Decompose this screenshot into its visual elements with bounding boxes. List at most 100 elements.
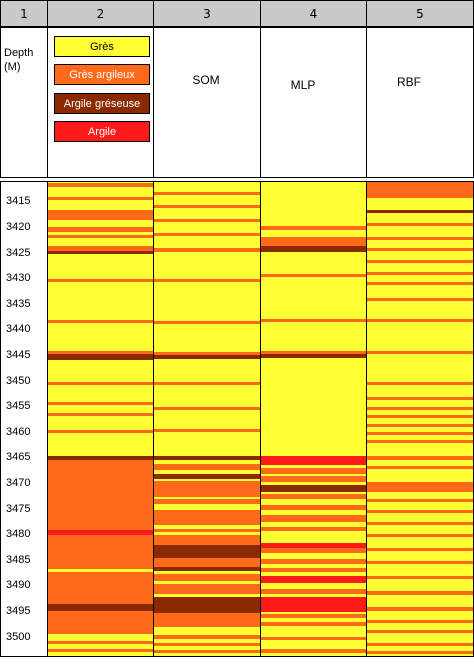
MLP-band-grès-argileux: [261, 649, 366, 653]
RBF-band-grès-argileux: [367, 560, 473, 564]
reference-band-grès-argileux: [48, 535, 153, 569]
depth-tick-label: 3475: [6, 502, 31, 515]
reference-band-argile-gréseuse: [48, 603, 153, 611]
depth-title-line-1: Depth: [4, 47, 34, 59]
depth-tick-label: 3490: [6, 579, 31, 592]
RBF-band-grès-argileux: [367, 271, 473, 275]
RBF-band-grès-argileux: [367, 396, 473, 400]
SOM-band-argile-gréseuse: [154, 596, 260, 613]
legend-swatch-gres-argileux: Grès argileux: [54, 64, 150, 85]
MLP-band-grès-argileux: [261, 622, 366, 627]
depth-tick-label: 3420: [6, 221, 31, 234]
depth-tick-label: 3415: [6, 195, 31, 208]
depth-tick-label: 3445: [6, 349, 31, 362]
rbf-title-cell: [366, 27, 474, 178]
RBF-band-grès-argileux: [367, 247, 473, 251]
SOM-band-grès-argileux: [154, 529, 260, 533]
SOM-band-grès-argileux: [154, 558, 260, 567]
depth-tick-label: 3460: [6, 425, 31, 438]
SOM-band-grès-argileux: [154, 612, 260, 628]
SOM-band-argile-gréseuse: [154, 473, 260, 479]
MLP-band-argile: [261, 456, 366, 465]
MLP-band-grès-argileux: [261, 476, 366, 482]
MLP-band-grès-argileux: [261, 225, 366, 230]
legend-swatch-argile: Argile: [54, 121, 150, 142]
reference-band-grès-argileux: [48, 197, 153, 201]
MLP-band-grès-argileux: [261, 319, 366, 323]
rbf-column: [366, 181, 474, 657]
RBF-band-grès-argileux: [367, 381, 473, 386]
legend-label-gres-argileux: Grès argileux: [69, 68, 135, 81]
reference-band-grès-argileux: [48, 402, 153, 406]
RBF-band-grès-argileux: [367, 522, 473, 526]
reference-band-grès-argileux: [48, 641, 153, 645]
SOM-band-grès-argileux: [154, 642, 260, 646]
RBF-band-grès-argileux: [367, 259, 473, 263]
RBF-band-grès-argileux: [367, 423, 473, 427]
SOM-band-argile-gréseuse: [154, 545, 260, 559]
SOM-band-grès-argileux: [154, 219, 260, 223]
mlp-column: [260, 181, 367, 657]
reference-band-grès-argileux: [48, 234, 153, 238]
RBF-band-argile-gréseuse: [367, 209, 473, 213]
reference-band-argile: [48, 530, 153, 536]
MLP-band-grès-argileux: [261, 567, 366, 572]
depth-tick-label: 3425: [6, 246, 31, 259]
MLP-band-grès-argileux: [261, 514, 366, 522]
MLP-band-grès-argileux: [261, 636, 366, 641]
MLP-band-argile-gréseuse: [261, 485, 366, 493]
depth-title-cell: [0, 27, 48, 178]
SOM-band-grès-argileux: [154, 407, 260, 411]
RBF-band-grès-argileux: [367, 650, 473, 654]
RBF-band-grès-argileux: [367, 509, 473, 513]
header-col-4: 4: [260, 0, 367, 27]
depth-tick-label: 3455: [6, 400, 31, 413]
SOM-band-argile-gréseuse: [154, 456, 260, 461]
reference-band-argile-gréseuse: [48, 250, 153, 254]
depth-title-line-2: (M): [4, 61, 21, 73]
depth-tick-label: 3440: [6, 323, 31, 336]
SOM-band-grès-argileux: [154, 205, 260, 209]
RBF-band-grès-argileux: [367, 222, 473, 226]
reference-band-grès-argileux: [48, 571, 153, 604]
MLP-band-grès-argileux: [261, 237, 366, 247]
SOM-band-grès-argileux: [154, 321, 260, 324]
RBF-band-grès-argileux: [367, 619, 473, 623]
depth-tick-label: 3430: [6, 272, 31, 285]
RBF-band-grès-argileux: [367, 576, 473, 580]
reference-column: [47, 181, 154, 657]
SOM-band-grès-argileux: [154, 351, 260, 355]
reference-band-grès-argileux: [48, 320, 153, 323]
reference-band-grès-argileux: [48, 460, 153, 531]
MLP-band-grès-argileux: [261, 613, 366, 619]
som-column: [153, 181, 261, 657]
depth-tick-label: 3435: [6, 297, 31, 310]
header-col-3-label: 3: [203, 6, 211, 21]
MLP-band-grès-argileux: [261, 527, 366, 532]
legend-swatch-argile-greseuse: Argile gréseuse: [54, 93, 150, 114]
SOM-band-grès-argileux: [154, 481, 260, 497]
method-label-som: SOM: [192, 73, 220, 87]
RBF-band-grès-argileux: [367, 466, 473, 470]
RBF-band-grès-argileux: [367, 350, 473, 354]
reference-band-grès-argileux: [48, 246, 153, 251]
method-label-rbf: RBF: [397, 75, 421, 89]
RBF-band-grès-argileux: [367, 415, 473, 419]
RBF-band-grès-argileux: [367, 591, 473, 595]
method-label-mlp: MLP: [290, 78, 316, 92]
RBF-band-grès-argileux: [367, 534, 473, 538]
depth-tick-label: 3450: [6, 374, 31, 387]
SOM-band-argile-gréseuse: [154, 354, 260, 360]
MLP-band-argile: [261, 576, 366, 584]
MLP-band-grès-argileux: [261, 274, 366, 278]
depth-axis-title: Depth (M): [4, 46, 33, 74]
MLP-band-argile-gréseuse: [261, 246, 366, 252]
SOM-band-grès-argileux: [154, 634, 260, 639]
MLP-band-grès-argileux: [261, 350, 366, 354]
reference-band-grès: [48, 568, 153, 572]
header-col-4-label: 4: [309, 6, 318, 21]
reference-band-argile-gréseuse: [48, 353, 153, 361]
reference-band-grès-argileux: [48, 610, 153, 634]
SOM-band-grès-argileux: [154, 279, 260, 283]
